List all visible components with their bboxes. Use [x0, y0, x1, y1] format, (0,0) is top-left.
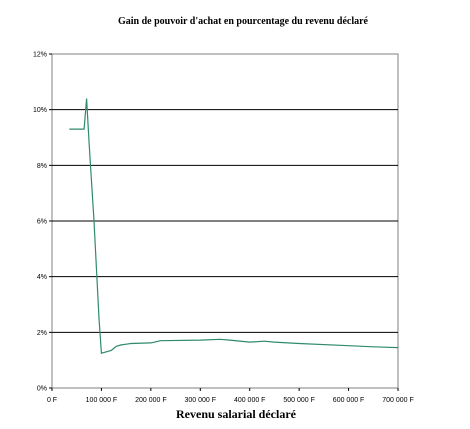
y-axis: 0% 2% 4% 6% 8% 10% 12% — [33, 52, 52, 393]
x-tick-label: 400 000 F — [234, 397, 266, 404]
series-line — [69, 98, 399, 354]
x-tick-label: 700 000 F — [382, 397, 414, 404]
x-axis-label: Revenu salarial déclaré — [176, 407, 297, 421]
x-tick-label: 0 F — [47, 397, 57, 404]
y-tick-label: 8% — [37, 163, 47, 170]
y-tick-label: 6% — [37, 219, 47, 226]
grid-lines — [52, 109, 398, 333]
x-tick-label: 500 000 F — [283, 397, 315, 404]
x-tick-label: 100 000 F — [86, 397, 118, 404]
chart-title: Gain de pouvoir d'achat en pourcentage d… — [118, 16, 369, 27]
y-tick-label: 12% — [33, 52, 47, 59]
x-axis: 0 F 100 000 F 200 000 F 300 000 F 400 000 F 5… — [47, 388, 414, 404]
y-tick-label: 10% — [33, 107, 47, 114]
y-tick-label: 0% — [37, 386, 47, 393]
x-tick-label: 200 000 F — [135, 397, 167, 404]
y-tick-label: 4% — [37, 274, 47, 281]
y-tick-label: 2% — [37, 330, 47, 337]
x-tick-label: 600 000 F — [333, 397, 365, 404]
x-tick-label: 300 000 F — [185, 397, 217, 404]
